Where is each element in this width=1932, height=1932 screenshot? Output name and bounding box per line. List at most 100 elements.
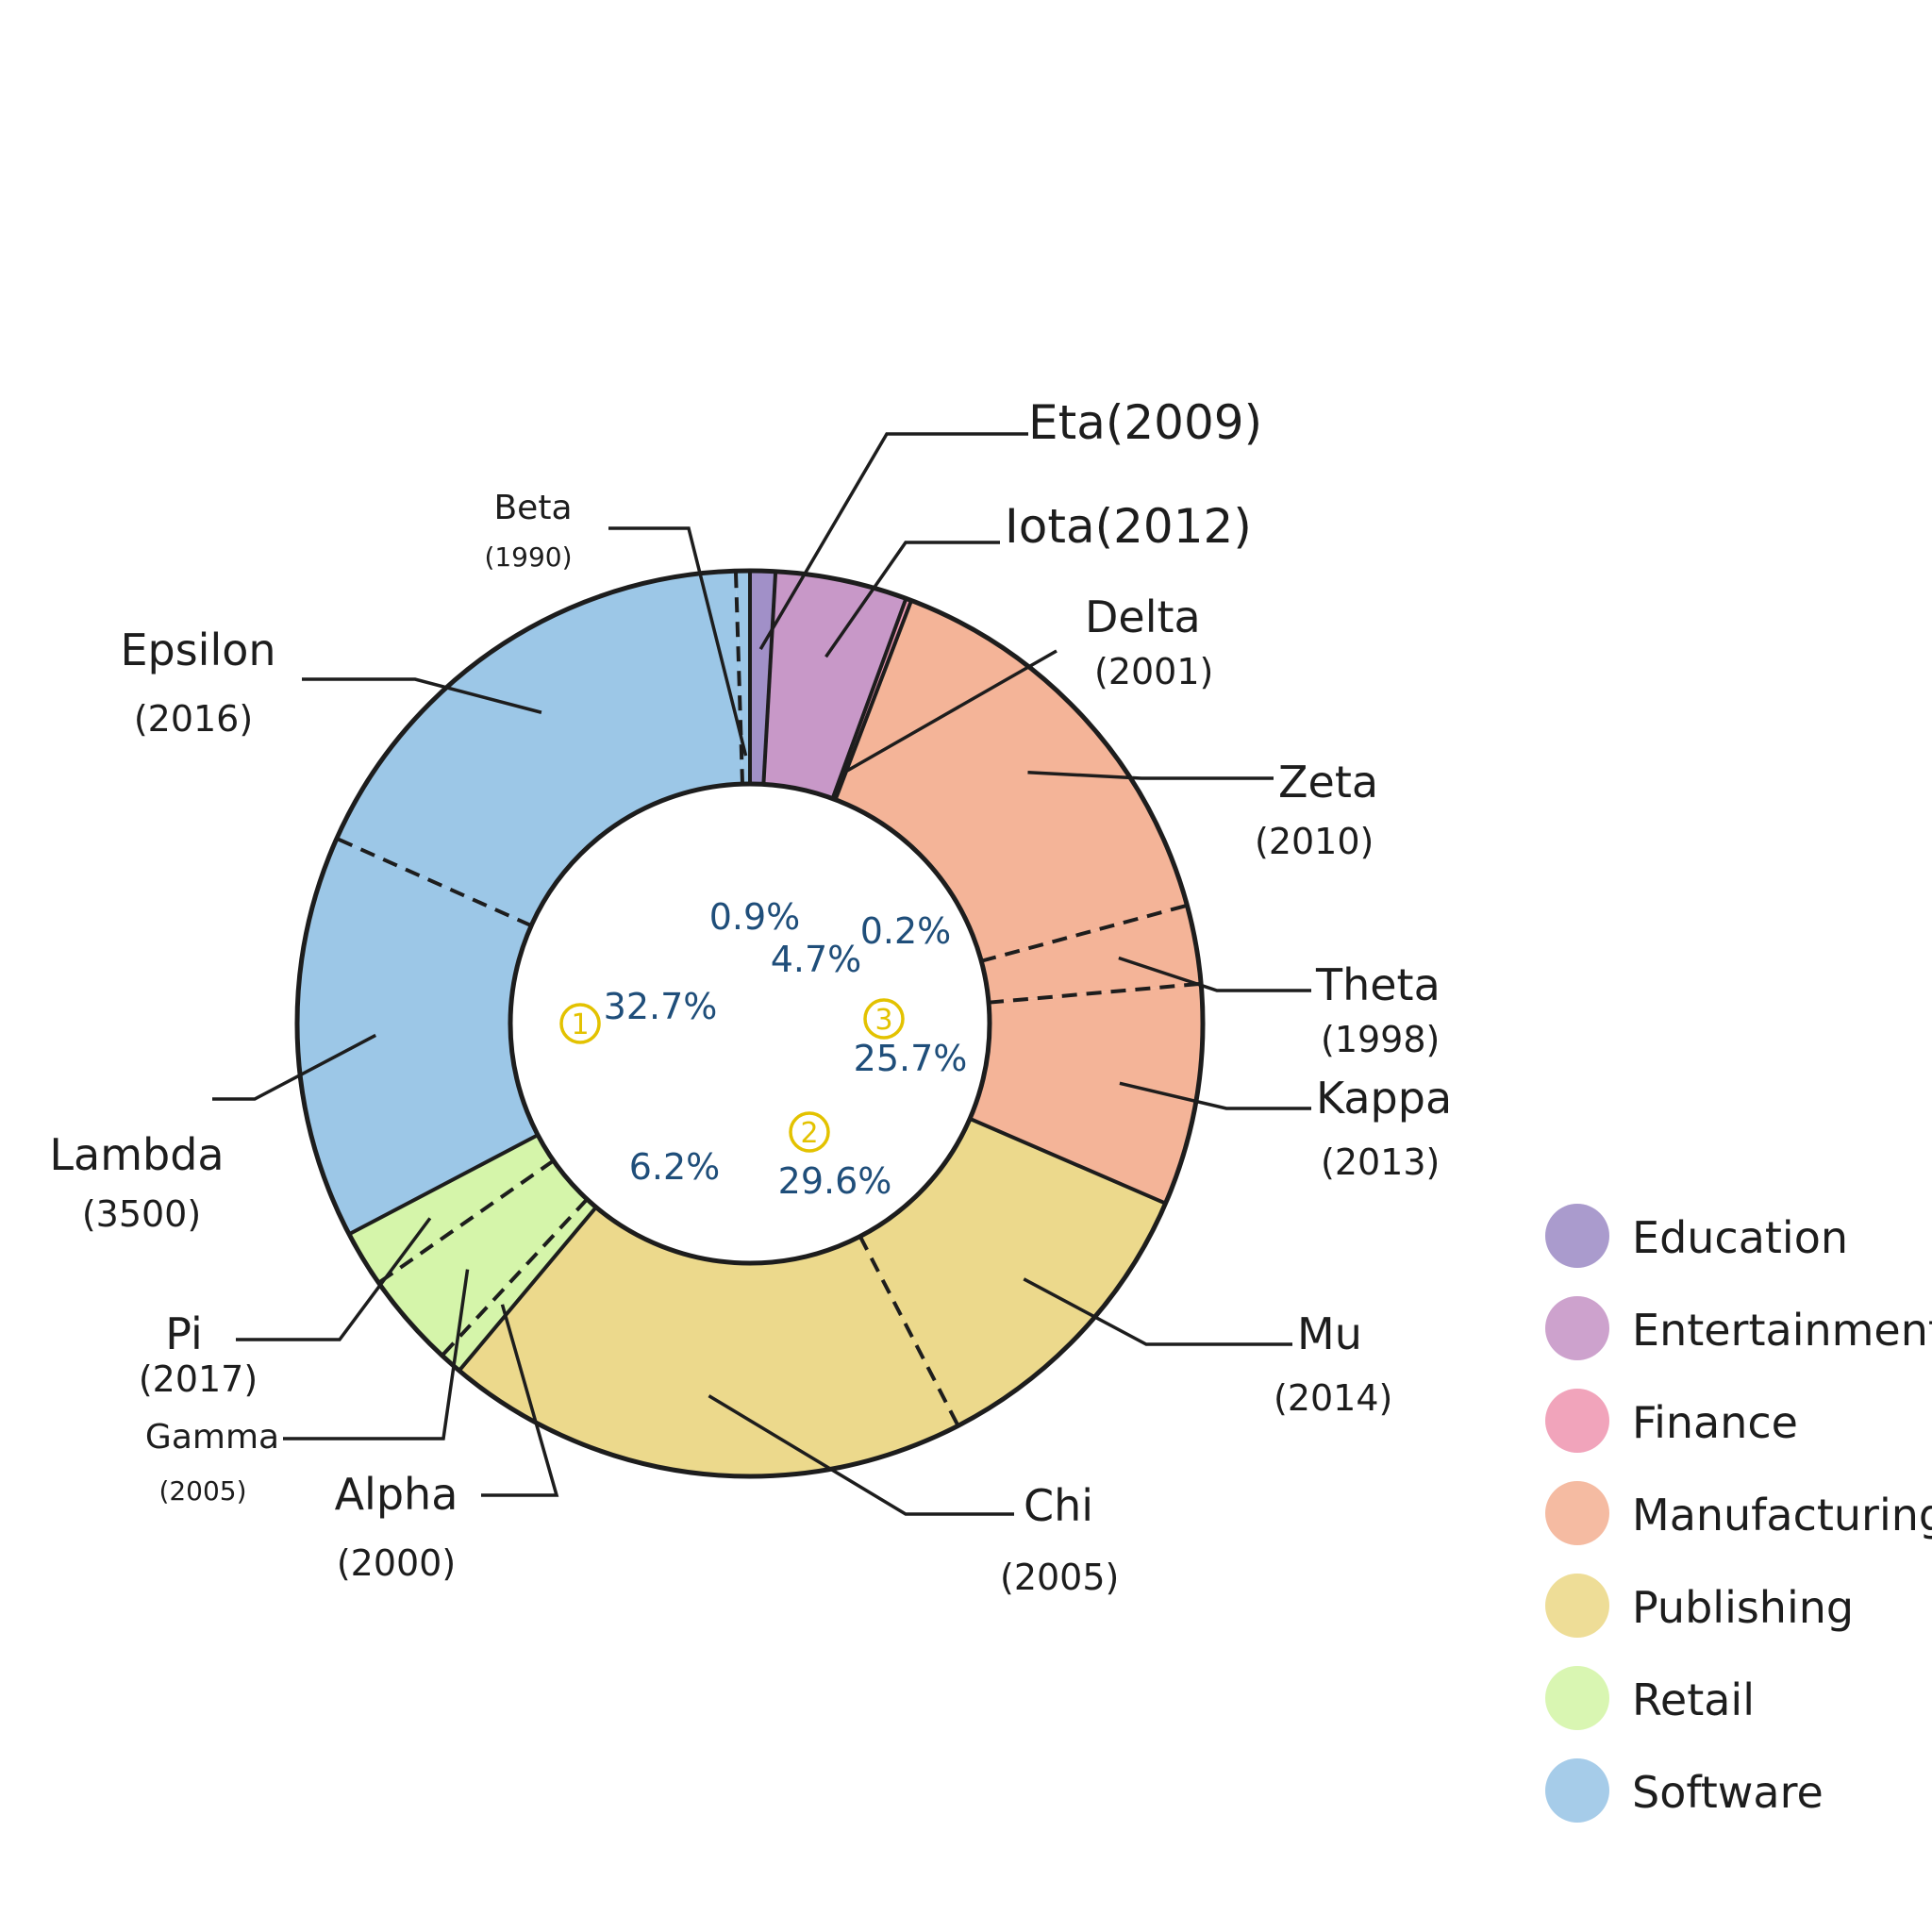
leader-pi — [236, 1217, 432, 1341]
leader-mu — [1023, 1277, 1292, 1346]
percent-label-software: 32.7% — [604, 986, 718, 1027]
divider-zeta — [833, 599, 913, 801]
divider-mu — [969, 1117, 1167, 1206]
legend-swatch-finance — [1545, 1389, 1609, 1453]
legend-swatch-entertainment — [1545, 1296, 1609, 1360]
slice-zeta — [835, 600, 1188, 961]
slice-name-beta: Beta — [493, 489, 572, 527]
dashed-divider-chi — [858, 1235, 960, 1427]
divider-alpha — [458, 1206, 598, 1373]
leader-zeta — [1027, 770, 1274, 780]
slice-year-pi: (2017) — [139, 1358, 258, 1400]
slice-kappa — [970, 983, 1203, 1204]
slice-theta — [981, 905, 1202, 1003]
slice-name-delta: Delta — [1085, 591, 1201, 642]
inner-ring — [508, 781, 992, 1266]
divider-lambda — [348, 1133, 540, 1237]
divider-delta — [830, 597, 908, 800]
slice-name-gamma: Gamma — [145, 1418, 279, 1457]
legend-swatch-manufacturing — [1545, 1481, 1609, 1545]
percent-label-retail: 6.2% — [629, 1146, 721, 1188]
slice-year-delta: (2001) — [1094, 651, 1213, 692]
slice-chi — [458, 1207, 958, 1477]
slice-year-beta: (1990) — [484, 541, 572, 573]
slice-year-kappa: (2013) — [1321, 1141, 1440, 1183]
divider-iota — [761, 571, 778, 785]
slice-name-alpha: Alpha — [335, 1469, 458, 1520]
legend-swatch-retail — [1545, 1666, 1609, 1730]
rank-label-software: 1 — [571, 1008, 589, 1041]
leader-iota — [824, 541, 1000, 658]
slice-name-iota: Iota — [1005, 499, 1095, 554]
leader-epsilon — [302, 677, 542, 714]
leader-lines — [212, 432, 1311, 1516]
rank-marker-publishing — [789, 1111, 830, 1153]
leader-alpha — [481, 1304, 559, 1497]
slice-name-zeta: Zeta — [1278, 757, 1378, 808]
dashed-divider-kappa — [988, 981, 1202, 1005]
slice-name-chi: Chi — [1024, 1480, 1093, 1531]
legend-swatch-software — [1545, 1758, 1609, 1823]
slice-year-theta: (1998) — [1321, 1019, 1440, 1060]
rank-label-publishing: 2 — [800, 1117, 818, 1150]
slice-alpha — [441, 1199, 596, 1371]
rank-marker-manufacturing — [863, 998, 905, 1040]
ring-outlines — [294, 568, 1206, 1479]
leader-gamma — [283, 1269, 470, 1441]
dashed-divider-theta — [980, 903, 1188, 963]
slice-name-kappa: Kappa — [1316, 1073, 1452, 1124]
slices-group — [296, 571, 1203, 1477]
percent-label-manufacturing: 25.7% — [854, 1038, 968, 1079]
legend-swatch-education — [1545, 1204, 1609, 1268]
rank-label-manufacturing: 3 — [874, 1004, 892, 1037]
slice-name-epsilon: Epsilon — [120, 625, 275, 675]
legend-label-retail: Retail — [1632, 1674, 1755, 1725]
slice-pi — [349, 1135, 554, 1283]
dashed-divider-beta — [733, 571, 745, 785]
leader-kappa — [1119, 1081, 1311, 1110]
leader-lambda — [212, 1033, 377, 1101]
leader-beta — [608, 526, 748, 757]
slice-year-epsilon: (2016) — [134, 698, 253, 740]
slice-name-lambda: Lambda — [49, 1129, 224, 1180]
leader-theta — [1118, 956, 1311, 992]
rank-marker-software — [559, 1003, 601, 1044]
slice-name-mu: Mu — [1297, 1308, 1362, 1359]
legend-label-entertainment: Entertainment — [1632, 1305, 1932, 1356]
legend-swatch-publishing — [1545, 1574, 1609, 1638]
legend-label-publishing: Publishing — [1632, 1582, 1854, 1633]
slice-dividers — [336, 571, 1202, 1427]
legend-label-education: Education — [1632, 1212, 1848, 1263]
leader-delta — [842, 649, 1058, 774]
slice-name-pi: Pi — [165, 1308, 203, 1359]
slice-lambda — [296, 838, 539, 1235]
dashed-divider-epsilon — [336, 837, 532, 928]
legend-label-software: Software — [1632, 1767, 1824, 1818]
category-percent-labels: 0.9%4.7%0.2% 25.7% 29.6% 6.2% 32.7% 1 2 3 — [559, 896, 968, 1202]
slice-iota — [763, 571, 907, 799]
legend-label-finance: Finance — [1632, 1397, 1798, 1448]
slice-year-lambda: (3500) — [82, 1193, 201, 1235]
slice-year-gamma: (2005) — [158, 1475, 246, 1507]
percent-label-education: 0.9% — [709, 896, 801, 938]
slice-year-alpha: (2000) — [337, 1542, 456, 1584]
slice-year-chi: (2005) — [1000, 1557, 1119, 1598]
dashed-divider-gamma — [441, 1197, 589, 1357]
slice-name-theta: Theta — [1315, 959, 1441, 1010]
legend-label-manufacturing: Manufacturing — [1632, 1490, 1932, 1541]
legend: Education Entertainment Finance Manufacturi… — [1545, 1204, 1932, 1823]
leader-eta — [758, 432, 1028, 651]
outer-ring — [294, 568, 1206, 1479]
slice-year-eta: (2009) — [1106, 395, 1262, 450]
leader-chi — [708, 1394, 1014, 1516]
slice-eta — [750, 571, 776, 785]
slice-year-iota: (2012) — [1095, 499, 1252, 554]
slice-labels: Eta(2009)Iota(2012)Delta(2001)Zeta(2010)… — [49, 395, 1452, 1598]
slice-year-mu: (2014) — [1274, 1377, 1392, 1419]
slice-label-eta: Eta(2009) — [1028, 395, 1262, 450]
slice-mu — [859, 1118, 1166, 1426]
slice-label-iota: Iota(2012) — [1005, 499, 1252, 554]
percent-label-entertainment: 4.7% — [771, 939, 862, 980]
dashed-divider-pi — [377, 1158, 555, 1285]
